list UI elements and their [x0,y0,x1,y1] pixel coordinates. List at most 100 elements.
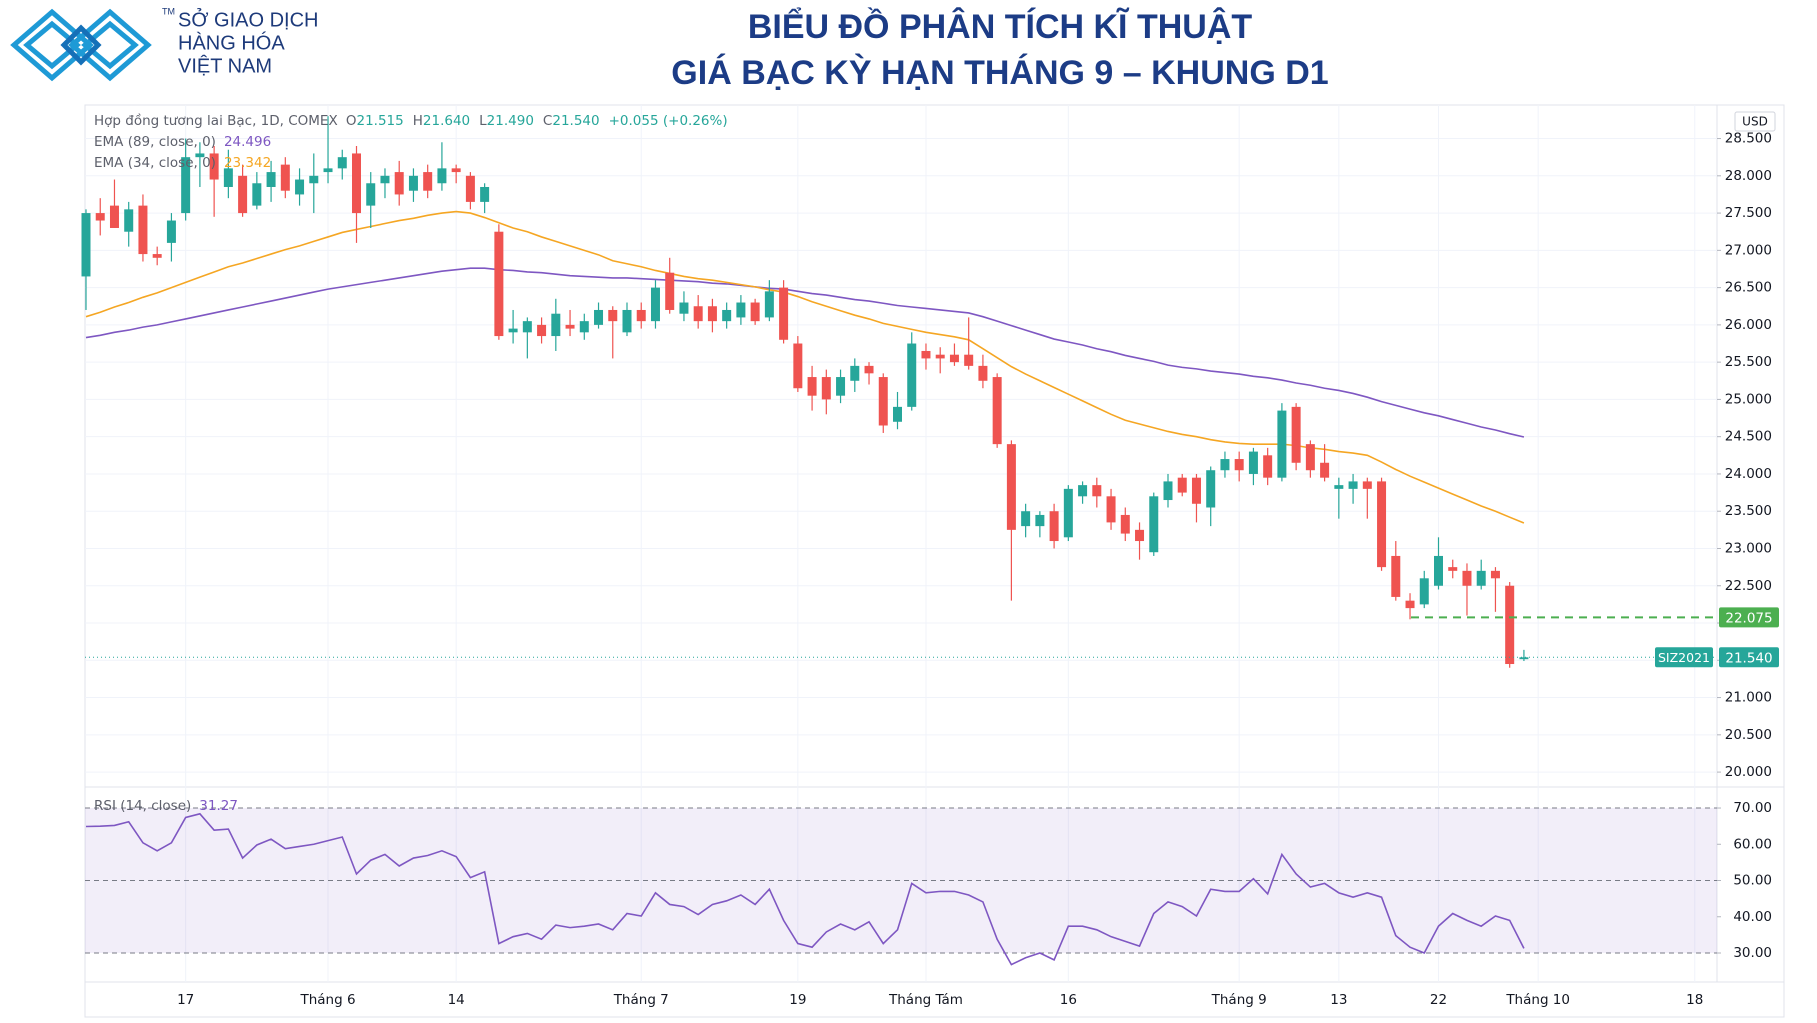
candle-body [223,168,233,187]
candle-body [921,350,931,359]
indicator-line [85,812,1525,966]
candle-body [551,313,561,337]
candle-body [793,343,803,389]
candle-body [1476,570,1486,586]
y-tick-label: 40.00 [1733,909,1772,925]
legend-value: 21.540 [552,113,599,129]
candle-body [665,272,675,310]
x-tick-label: Tháng 7 [613,992,669,1008]
candle-body [181,157,191,214]
candle-body [764,291,774,318]
candle-body [465,175,475,202]
currency-box [1734,111,1776,132]
candle-body [736,302,746,318]
candle-body [836,377,846,396]
y-tick-label: 26.000 [1725,317,1772,333]
candle-body [366,183,376,206]
candle-body [337,157,347,169]
candle-body [807,377,817,396]
candle-body [1462,570,1472,586]
price-flag-label: 21.540 [1725,650,1772,666]
candle-body [1391,555,1401,597]
candle-body [166,220,176,243]
y-tick-label: 27.500 [1725,205,1772,221]
x-tick-label: 16 [1060,992,1077,1008]
legend-value: 24.496 [224,134,271,150]
chart-frame [84,104,1785,1018]
legend-key: C [543,113,552,129]
candle-body [1177,477,1187,493]
candle-body [522,321,532,333]
candle-body [352,153,361,214]
candle-body [1163,481,1173,501]
y-tick-label: 20.000 [1725,764,1772,780]
candle-body [1490,570,1500,579]
candle-body [451,168,461,173]
candle-body [594,309,604,325]
symbol-label: SIZ2021 [1658,650,1710,665]
candle-body [779,287,789,340]
y-tick-label: 22.500 [1725,578,1772,594]
candle-body [1078,485,1088,497]
candle-body [1106,496,1116,523]
candle-body [992,377,1002,445]
indicator-line [85,210,1525,524]
candle-body [1362,481,1372,489]
candle-body [408,175,418,191]
y-tick-label: 26.500 [1725,280,1772,296]
logo-line: VIỆT NAM [178,54,272,77]
candle-body [309,175,319,184]
candle-body [1320,462,1330,478]
candle-body [109,205,119,228]
price-flag-label: 22.075 [1725,610,1772,626]
candle-body [679,302,689,314]
candle-body [423,172,433,191]
candle-body [650,287,660,322]
candle-body [907,343,917,407]
logo-shape [60,24,102,66]
y-tick-label: 20.500 [1725,727,1772,743]
y-tick-label: 25.500 [1725,354,1772,370]
title: BIỂU ĐỒ PHÂN TÍCH KĨ THUẬT [748,8,1253,46]
legend-value: 21.490 [487,113,534,129]
legend-value: 31.27 [199,798,238,814]
y-tick-label: 28.000 [1725,168,1772,184]
currency: USD [1742,115,1768,129]
candle-body [1234,459,1244,471]
candle-body [1035,514,1045,527]
candle-body [1334,485,1344,489]
legend-key: L [479,113,487,129]
y-tick-label: 70.00 [1733,800,1772,816]
candle-body [850,365,860,381]
x-tick-label: 22 [1430,992,1447,1008]
candle-body [394,172,404,195]
y-tick-label: 30.00 [1733,945,1772,961]
candle-body [893,406,902,422]
x-tick-label: 14 [448,992,465,1008]
x-tick-label: Tháng 10 [1505,992,1570,1008]
legend-value: +0.055 (+0.26%) [609,113,728,129]
y-tick-label: 23.500 [1725,503,1772,519]
legend-value: 21.640 [423,113,470,129]
candle-body [1120,514,1130,534]
candle-body [480,186,490,202]
logo-mark: TM [162,6,175,16]
candle-body [1305,444,1315,471]
candle-body [864,365,874,374]
candle-body [1348,481,1358,489]
candle-body [124,209,134,232]
marks [81,116,1717,966]
candle-body [1448,567,1458,571]
x-tick-label: Tháng 9 [1211,992,1267,1008]
candle-body [935,354,945,359]
legend-name: RSI (14, close) [94,798,191,814]
legend: RSI (14, close) 31.27 [94,798,238,814]
x-tick-label: 17 [177,992,194,1008]
legend-value: 23.342 [224,155,271,171]
y-tick-label: 50.00 [1733,873,1772,889]
price-flag [1719,607,1779,628]
candle-body [978,365,988,381]
candle-body [1291,406,1301,463]
candle-body [878,377,888,426]
